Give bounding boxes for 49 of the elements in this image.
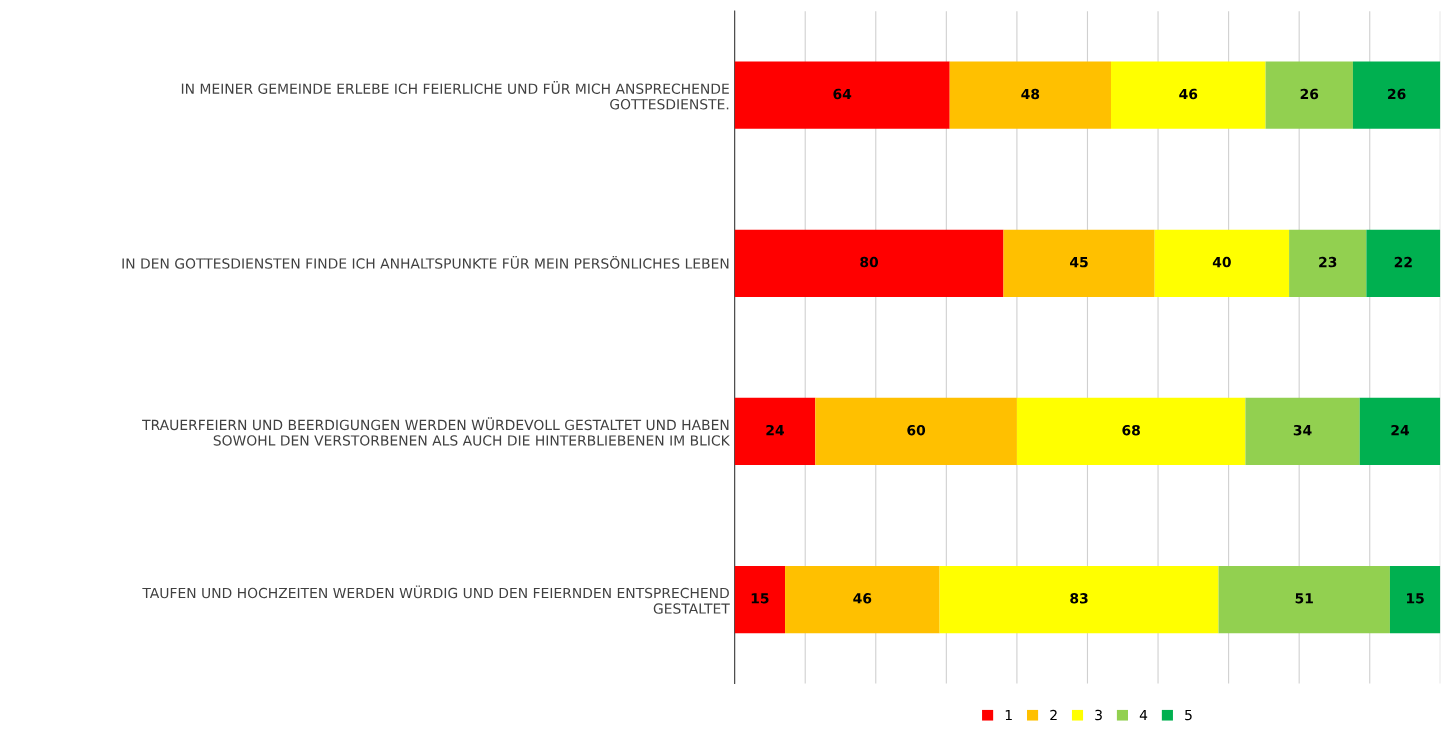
data-label: 48 — [1021, 88, 1040, 100]
legend-label: 1 — [1005, 709, 1012, 721]
data-label: 26 — [1300, 88, 1319, 100]
legend-label: 4 — [1139, 709, 1148, 721]
bar — [734, 61, 950, 129]
bar — [1289, 229, 1367, 297]
y-tick-label: IN DEN GOTTESDIENSTEN FINDE ICH ANHALTSPUNKTE FÜR MEIN PERSÖNLICHES LEBEN — [122, 255, 729, 269]
bar — [734, 565, 786, 634]
data-label: 26 — [1388, 88, 1406, 100]
data-label: 22 — [1394, 256, 1412, 268]
data-label: 46 — [853, 593, 872, 604]
bar — [785, 565, 940, 634]
legend-label: 3 — [1095, 709, 1102, 721]
bar — [1366, 229, 1441, 297]
data-label: 80 — [860, 256, 879, 268]
legend-label: 5 — [1185, 709, 1192, 721]
bar — [1218, 565, 1390, 634]
bar — [1352, 61, 1441, 129]
data-label: 15 — [1407, 593, 1424, 604]
bar — [1111, 61, 1266, 129]
bar — [1154, 229, 1290, 297]
data-label: 46 — [1179, 88, 1198, 100]
bar — [1245, 397, 1360, 466]
y-tick-label: IN MEINER GEMEINDE ERLEBE ICH FEIERLICHE UND FÜR MICH ANSPRECHENDE GOTTESDIENSTE. — [181, 81, 729, 110]
bar — [1359, 397, 1441, 466]
data-label: 24 — [1391, 424, 1410, 436]
y-tick-label: TAUFEN UND HOCHZEITEN WERDEN WÜRDIG UND DEN FEIERNDEN ENTSPRECHEND GESTALTET — [142, 585, 730, 614]
data-label: 45 — [1070, 257, 1088, 268]
bar — [1003, 229, 1155, 297]
bar — [734, 397, 816, 466]
data-label: 60 — [907, 424, 926, 436]
data-label: 24 — [766, 424, 784, 436]
bar — [939, 565, 1219, 634]
data-label: 64 — [833, 88, 852, 100]
y-tick-label: TRAUERFEIERN UND BEERDIGUNGEN WERDEN WÜRDEVOLL GESTALTET UND HABEN SOWOHL DEN VERSTORBENEN ALS AUCH DIE HINTERBLIEBENEN IM BLICK — [142, 417, 731, 446]
bar — [734, 229, 1004, 297]
data-label: 15 — [751, 593, 769, 604]
bar — [1389, 565, 1441, 634]
data-label: 40 — [1212, 256, 1231, 268]
data-label: 83 — [1070, 593, 1088, 604]
bar — [815, 397, 1017, 466]
data-label: 34 — [1293, 424, 1312, 436]
bar — [949, 61, 1111, 129]
legend-label: 2 — [1050, 709, 1057, 721]
data-label: 51 — [1295, 593, 1313, 604]
data-label: 23 — [1319, 256, 1337, 268]
bar — [1016, 397, 1246, 466]
data-label: 68 — [1122, 424, 1140, 436]
bar — [1265, 61, 1353, 129]
